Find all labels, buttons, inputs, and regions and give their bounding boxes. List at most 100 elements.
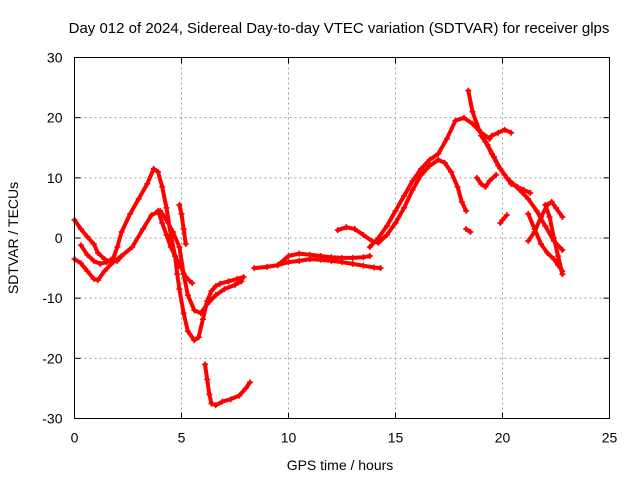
data-point bbox=[221, 286, 228, 293]
data-point bbox=[409, 177, 416, 184]
x-tick-label: 15 bbox=[388, 430, 404, 446]
data-point bbox=[383, 231, 390, 238]
data-point bbox=[178, 210, 185, 217]
data-point bbox=[559, 247, 566, 254]
grid bbox=[74, 57, 610, 419]
x-tick-label: 10 bbox=[281, 430, 297, 446]
data-point bbox=[103, 259, 110, 266]
data-point bbox=[167, 244, 174, 251]
data-point bbox=[383, 222, 390, 229]
data-point bbox=[542, 222, 549, 229]
series-arc-9 bbox=[275, 251, 372, 268]
data-point bbox=[469, 108, 476, 115]
data-point bbox=[525, 238, 532, 245]
data-point bbox=[550, 235, 557, 241]
data-point bbox=[493, 171, 500, 178]
data-point bbox=[497, 219, 504, 226]
series-arc-11 bbox=[367, 115, 492, 249]
data-point bbox=[163, 204, 170, 211]
data-point bbox=[516, 186, 523, 193]
data-point bbox=[349, 260, 356, 267]
data-point bbox=[426, 156, 433, 163]
data-point bbox=[285, 259, 292, 266]
data-point bbox=[195, 334, 202, 341]
data-point bbox=[242, 385, 249, 392]
data-point bbox=[375, 235, 382, 241]
data-point bbox=[486, 135, 493, 142]
data-point bbox=[525, 195, 532, 202]
data-point bbox=[118, 253, 125, 260]
data-point bbox=[546, 213, 553, 220]
x-axis-label: GPS time / hours bbox=[287, 457, 394, 473]
data-point bbox=[176, 262, 183, 269]
data-point bbox=[77, 260, 84, 267]
data-point bbox=[204, 298, 211, 305]
series-arc-4 bbox=[111, 166, 246, 343]
x-tick-label: 20 bbox=[495, 430, 511, 446]
data-point bbox=[555, 253, 562, 260]
data-point bbox=[90, 257, 97, 264]
data-point bbox=[225, 278, 232, 285]
series-arc-16 bbox=[498, 213, 509, 225]
data-point bbox=[377, 265, 384, 272]
data-point bbox=[458, 198, 465, 205]
data-point bbox=[478, 132, 485, 139]
data-point bbox=[296, 250, 303, 257]
data-point bbox=[418, 165, 425, 172]
data-point bbox=[84, 251, 91, 258]
data-point bbox=[460, 114, 467, 121]
data-point bbox=[118, 228, 125, 235]
data-point bbox=[217, 280, 224, 287]
data-point bbox=[90, 241, 97, 248]
data-point bbox=[306, 251, 313, 258]
data-point bbox=[139, 225, 146, 232]
data-point bbox=[150, 165, 157, 172]
data-point bbox=[189, 280, 196, 287]
x-tick-label: 0 bbox=[71, 430, 79, 446]
data-point bbox=[159, 183, 166, 190]
data-point bbox=[110, 256, 117, 263]
series-arc-8 bbox=[252, 257, 383, 271]
axis-ticks: 0 5 10 15 20 25 30 20 10 0 -10 -20 -30 bbox=[42, 50, 617, 446]
data-point bbox=[484, 141, 491, 148]
series-arc-15 bbox=[474, 172, 499, 189]
data-point bbox=[95, 250, 102, 257]
data-point bbox=[176, 286, 183, 293]
data-point bbox=[84, 233, 91, 240]
series-arc-6 bbox=[177, 202, 188, 246]
data-point bbox=[409, 186, 416, 193]
series-arc-7 bbox=[203, 362, 252, 408]
data-point bbox=[317, 253, 324, 260]
data-point bbox=[240, 274, 247, 281]
data-point bbox=[206, 391, 213, 398]
data-point bbox=[544, 250, 551, 257]
data-point bbox=[163, 231, 170, 238]
data-point bbox=[503, 212, 510, 219]
data-point bbox=[548, 198, 555, 205]
data-point bbox=[463, 207, 470, 214]
data-point bbox=[176, 244, 183, 251]
data-point bbox=[488, 132, 495, 139]
y-tick-label: -20 bbox=[42, 350, 62, 366]
data-point bbox=[212, 292, 219, 299]
data-point bbox=[77, 242, 84, 249]
data-point bbox=[264, 263, 271, 270]
data-point bbox=[219, 398, 226, 405]
data-point bbox=[486, 177, 493, 184]
data-point bbox=[553, 204, 559, 211]
data-point bbox=[559, 271, 566, 278]
y-tick-label: 10 bbox=[47, 170, 63, 186]
chart-title: Day 012 of 2024, Sidereal Day-to-day VTE… bbox=[69, 20, 610, 37]
data-point bbox=[180, 310, 187, 317]
data-point bbox=[184, 328, 191, 335]
data-point bbox=[191, 307, 198, 314]
data-point bbox=[77, 225, 84, 232]
data-point bbox=[129, 244, 136, 251]
data-point bbox=[328, 254, 335, 261]
data-point bbox=[176, 201, 183, 208]
data-point bbox=[366, 244, 373, 251]
data-point bbox=[501, 126, 508, 133]
data-point bbox=[227, 396, 234, 403]
data-point bbox=[360, 231, 367, 238]
